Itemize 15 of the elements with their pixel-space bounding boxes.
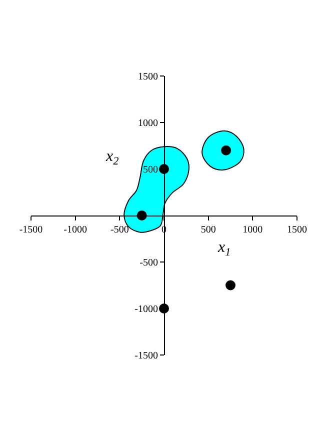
y-tick-label: -500 xyxy=(140,258,158,268)
point xyxy=(226,280,236,290)
x-tick-label: 1500 xyxy=(287,224,307,236)
x-tick-label: -500 xyxy=(110,224,129,236)
x-tick-label: -1000 xyxy=(64,224,87,236)
y-tick-label: -1500 xyxy=(134,350,158,362)
y-tick-label: 1000 xyxy=(138,118,158,129)
y-axis-title: x$_{2}$ xyxy=(105,148,120,168)
x-axis-title: x$_{1}$ xyxy=(217,239,231,258)
x-tick-label: 500 xyxy=(200,224,216,236)
x-tick-label: -1500 xyxy=(19,224,43,236)
y-tick-label: -1000 xyxy=(134,304,158,315)
y-tick-label: 500 xyxy=(143,164,158,176)
x-tick-label: 1000 xyxy=(242,224,263,236)
y-tick-label: 1500 xyxy=(138,72,158,82)
